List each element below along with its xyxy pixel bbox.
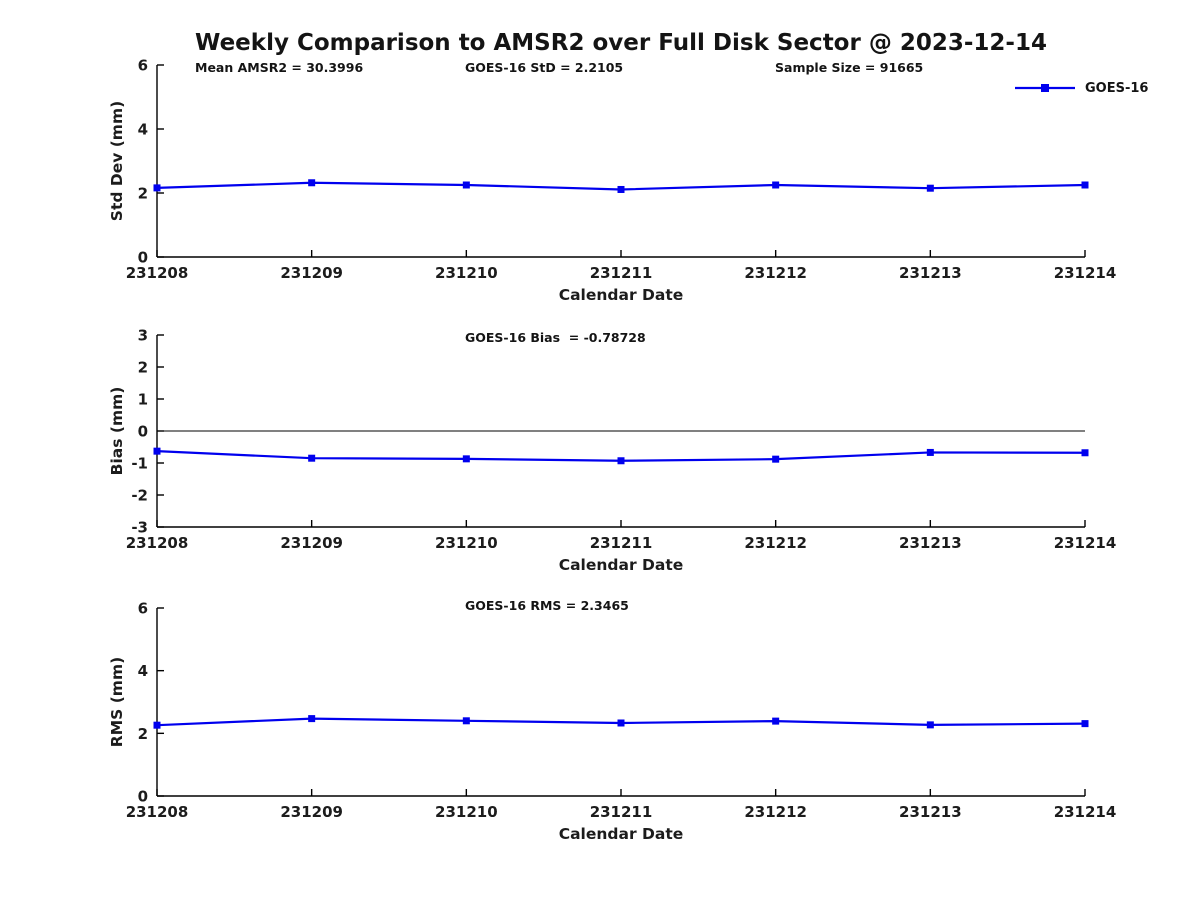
data-point-marker [308, 454, 316, 462]
y-tick-label: 4 [138, 121, 148, 139]
legend-line-icon [1015, 84, 1075, 92]
data-point-marker [1081, 449, 1089, 457]
y-tick-label: -1 [131, 455, 148, 473]
data-point-marker [1081, 720, 1089, 728]
data-point-marker [772, 455, 780, 463]
y-tick-label: -2 [131, 487, 148, 505]
data-point-marker [617, 185, 625, 193]
y-tick-label: 1 [138, 391, 148, 409]
x-tick-label: 231214 [1054, 534, 1117, 552]
y-tick-label: 4 [138, 662, 148, 680]
y-tick-label: 0 [138, 249, 148, 267]
y-tick-label: 0 [138, 423, 148, 441]
y-tick-label: 3 [138, 327, 148, 345]
annotation-goes16-bias: GOES-16 Bias = -0.78728 [465, 330, 646, 345]
x-tick-label: 231210 [435, 264, 498, 282]
y-tick-label: 0 [138, 788, 148, 806]
bias-plot: -3 -2 -1 0 1 2 3 231208 231209 231210 231211 231212… [108, 327, 1116, 575]
std-dev-plot: 0 2 4 6 231208 231209 231210 231211 231212 231213… [108, 57, 1116, 305]
x-tick-label: 231212 [744, 264, 807, 282]
x-tick-label: 231214 [1054, 264, 1117, 282]
data-point-marker [926, 184, 934, 192]
y-tick-label: 6 [138, 57, 148, 75]
x-tick-label: 231210 [435, 803, 498, 821]
data-point-marker [308, 179, 316, 187]
data-point-marker [308, 715, 316, 723]
x-tick-label: 231211 [590, 534, 653, 552]
y-tick-label: 2 [138, 725, 148, 743]
x-tick-label: 231209 [280, 264, 343, 282]
data-point-marker [462, 717, 470, 725]
data-point-marker [153, 184, 161, 192]
annotation-goes16-rms: GOES-16 RMS = 2.3465 [465, 598, 629, 613]
data-point-marker [153, 447, 161, 455]
x-tick-label: 231208 [126, 264, 189, 282]
x-tick-label: 231213 [899, 534, 962, 552]
y-tick-label: 2 [138, 185, 148, 203]
y-axis-label: Std Dev (mm) [108, 101, 126, 221]
y-tick-label: -3 [131, 519, 148, 537]
y-axis-label: RMS (mm) [108, 657, 126, 747]
data-point-marker [772, 717, 780, 725]
y-axis-label: Bias (mm) [108, 387, 126, 476]
legend-label: GOES-16 [1085, 80, 1149, 96]
data-point-marker [462, 455, 470, 463]
annotation-sample-size: Sample Size = 91665 [775, 60, 924, 75]
x-axis-label: Calendar Date [559, 825, 684, 843]
y-tick-label: 6 [138, 600, 148, 618]
rms-plot: 0 2 4 6 231208 231209 231210 231211 231212 231213… [108, 600, 1116, 844]
data-point-marker [462, 181, 470, 189]
legend: GOES-16 [1013, 80, 1148, 96]
x-tick-label: 231213 [899, 264, 962, 282]
x-tick-label: 231210 [435, 534, 498, 552]
x-tick-label: 231211 [590, 803, 653, 821]
data-point-marker [153, 721, 161, 729]
x-tick-label: 231209 [280, 803, 343, 821]
legend-sample-marker [1041, 84, 1049, 92]
data-point-marker [617, 457, 625, 465]
x-axis-label: Calendar Date [559, 286, 684, 304]
x-tick-label: 231208 [126, 534, 189, 552]
data-point-marker [772, 181, 780, 189]
x-tick-label: 231208 [126, 803, 189, 821]
annotation-goes16-std: GOES-16 StD = 2.2105 [465, 60, 624, 75]
y-tick-label: 2 [138, 359, 148, 377]
x-tick-label: 231214 [1054, 803, 1117, 821]
annotation-mean-amsr2: Mean AMSR2 = 30.3996 [195, 60, 364, 75]
data-point-marker [617, 719, 625, 727]
x-tick-label: 231209 [280, 534, 343, 552]
x-tick-label: 231211 [590, 264, 653, 282]
data-point-marker [1081, 181, 1089, 189]
x-tick-label: 231212 [744, 803, 807, 821]
x-tick-label: 231213 [899, 803, 962, 821]
x-tick-label: 231212 [744, 534, 807, 552]
x-axis-label: Calendar Date [559, 556, 684, 574]
data-point-marker [926, 448, 934, 456]
data-point-marker [926, 721, 934, 729]
figure-title: Weekly Comparison to AMSR2 over Full Dis… [195, 30, 1047, 56]
